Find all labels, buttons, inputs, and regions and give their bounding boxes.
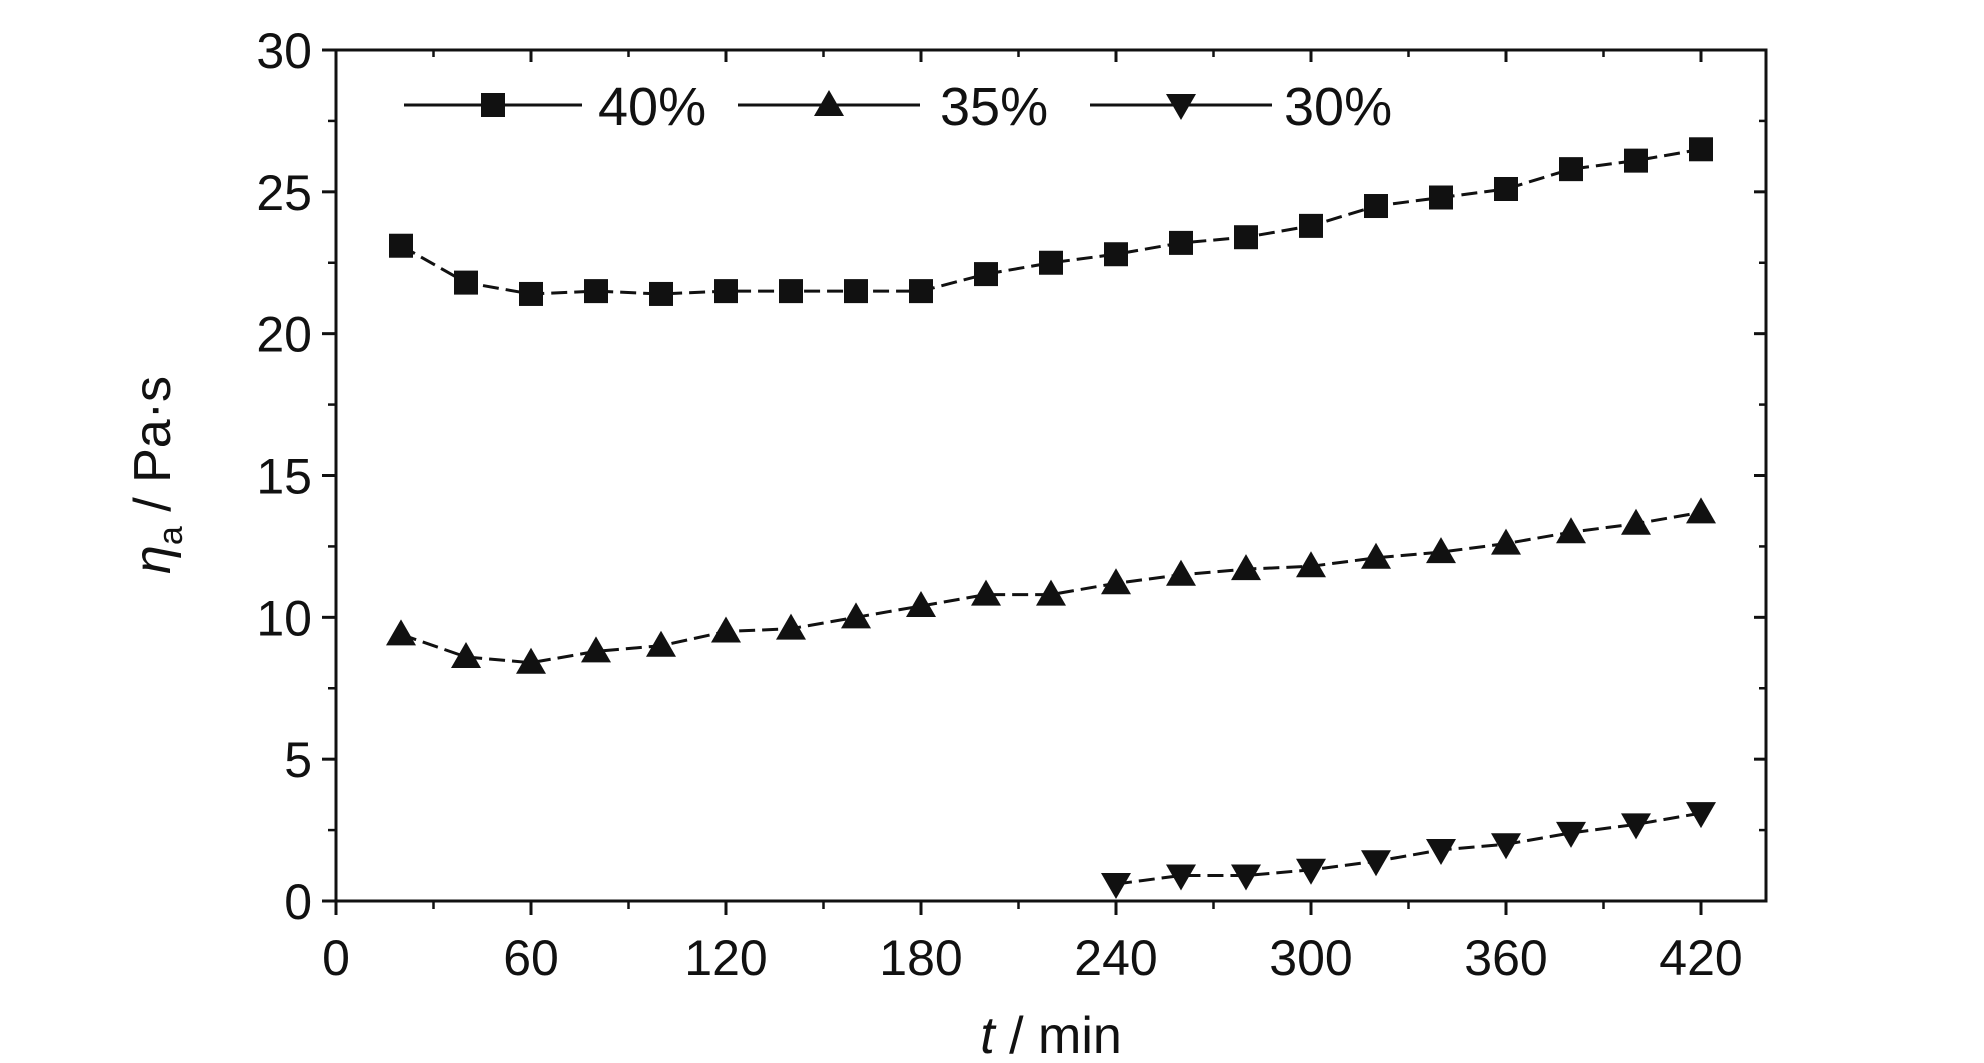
data-point [451,642,481,669]
data-point [1556,517,1586,544]
legend-label: 30% [1284,77,1392,137]
series-line [400,147,1702,296]
data-point [1556,821,1586,848]
data-point [1299,213,1323,238]
x-tick-label: 60 [503,930,559,986]
legend-label: 40% [598,77,706,137]
y-tick-label: 0 [284,874,312,930]
data-point [906,590,936,617]
data-point [519,281,543,306]
data-point [1624,148,1648,173]
data-point [1621,508,1651,535]
data-point [1039,250,1063,275]
data-point [454,270,478,295]
y-tick-label: 10 [256,590,312,646]
data-point [389,233,413,258]
data-point [1429,185,1453,210]
data-point [711,616,741,643]
data-point [581,636,611,663]
y-axis-title: ηa / Pa·s [124,376,190,574]
data-point [1686,802,1716,829]
y-axis-sub: a [152,526,190,545]
y-tick-label: 15 [256,449,312,505]
data-point [516,647,546,674]
y-tick-label: 30 [256,23,312,79]
data-point [779,279,803,304]
data-point [1426,838,1456,865]
data-point [1166,864,1196,891]
data-point [1686,497,1716,524]
data-point [1296,858,1326,885]
data-point [1364,194,1388,219]
data-point [1104,242,1128,267]
data-point [1491,833,1521,860]
y-tick-label: 20 [256,307,312,363]
x-tick-label: 300 [1269,930,1352,986]
y-axis-unit: / Pa·s [124,376,182,526]
x-tick-label: 0 [322,930,350,986]
legend-marker [481,93,505,117]
x-axis-var: t [980,1007,997,1063]
legend-marker [814,90,844,116]
plot-frame [334,48,1768,903]
data-point [1559,157,1583,182]
legend-item: 35% [738,77,1048,137]
data-point [844,279,868,304]
x-axis-unit: / min [995,1007,1122,1063]
data-point [971,579,1001,606]
x-tick-label: 180 [879,930,962,986]
data-point [1169,230,1193,255]
x-tick-label: 120 [684,930,767,986]
x-tick-label: 420 [1659,930,1742,986]
data-point [841,602,871,629]
y-axis-var: η [124,545,182,574]
legend-marker [1166,94,1196,120]
data-point [1361,850,1391,877]
data-point [1231,554,1261,581]
legend-item: 40% [404,77,706,137]
data-point [1689,137,1713,162]
x-tick-label: 240 [1074,930,1157,986]
series-line [1115,811,1702,886]
x-axis-title: t / min [980,1007,1122,1063]
x-tick-label: 360 [1464,930,1547,986]
data-point [1166,559,1196,586]
data-point [1296,551,1326,578]
data-point [584,279,608,304]
legend-label: 35% [940,77,1048,137]
legend: 40% 35% 30% [404,77,1392,137]
data-point [649,281,673,306]
data-point [386,619,416,646]
data-point [714,279,738,304]
axis-ticks: 0 60 120 180 240 300 360 420 0 5 10 15 20 25 30 [256,23,1766,986]
data-point [1621,813,1651,840]
data-point [1101,568,1131,595]
y-tick-label: 5 [284,732,312,788]
data-point [1101,872,1131,899]
data-point [1426,537,1456,564]
data-point [776,613,806,640]
legend-item: 30% [1090,77,1392,137]
data-point [974,262,998,287]
data-point [646,630,676,657]
data-point [1036,579,1066,606]
data-point [1494,176,1518,201]
data-point [1361,542,1391,569]
data-point [1231,864,1261,891]
series-layer [386,137,1716,899]
y-tick-label: 25 [256,165,312,221]
data-point [1234,225,1258,250]
data-point [909,279,933,304]
data-point [1491,528,1521,555]
